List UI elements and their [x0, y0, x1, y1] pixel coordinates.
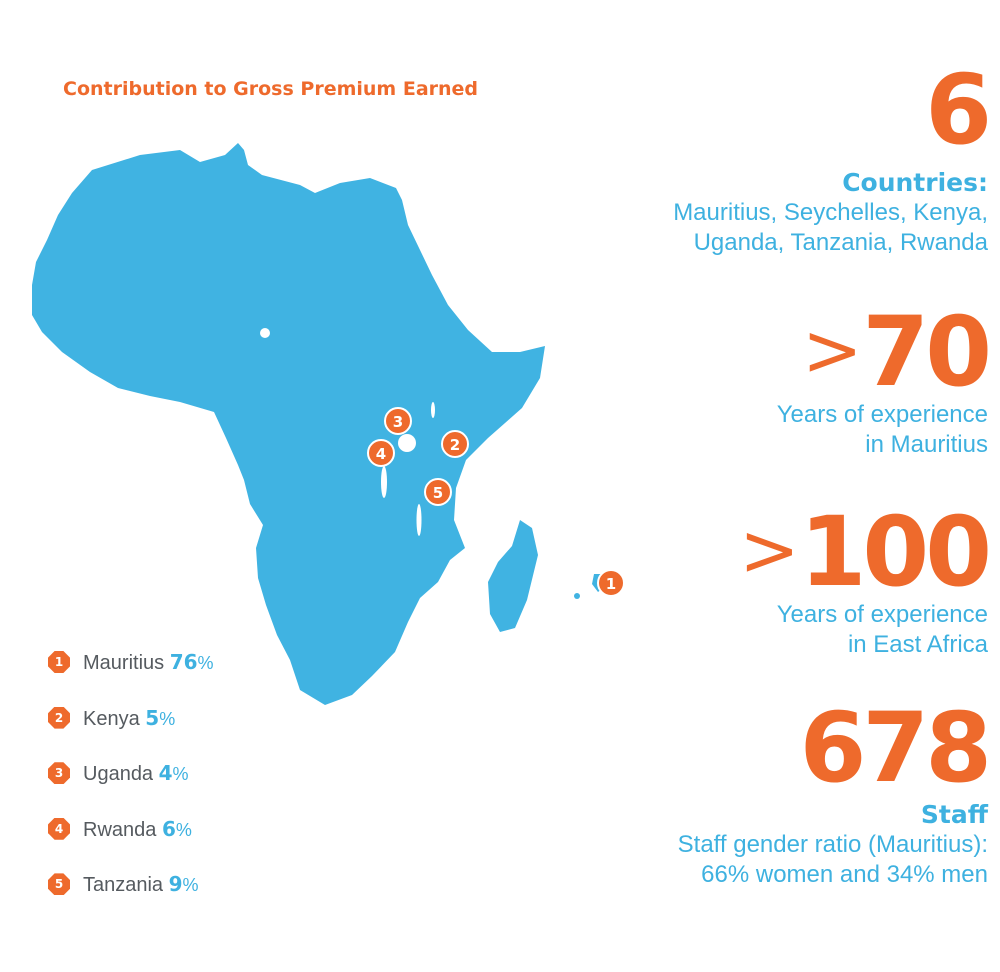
mauritius-years-number: 70 — [862, 296, 992, 408]
map-markers: 1 2 34 5 — [367, 407, 625, 597]
legend-text: Kenya 5% — [83, 704, 175, 733]
legend-value: 9 — [168, 872, 183, 897]
east-africa-experience-line2: in East Africa — [847, 631, 988, 658]
map-marker-circle — [597, 569, 625, 597]
madagascar — [488, 520, 538, 632]
legend-value: 76 — [169, 650, 198, 674]
east-africa-experience-line1: Years of experience — [776, 601, 988, 628]
mauritius-experience-line2: in Mauritius — [865, 431, 988, 458]
map-marker-tanzania: 5 — [424, 478, 452, 506]
legend: 1 Mauritius 76% 2 Kenya 5% 3 Uganda 4% 4 Rwanda… — [48, 648, 308, 926]
map-marker-number: 5 — [433, 484, 443, 502]
map-marker-rwanda: 4 — [367, 439, 395, 467]
map-marker-circle — [441, 430, 469, 458]
legend-country: Kenya — [83, 707, 146, 730]
stat-countries: 6 Countries: Mauritius, Seychelles, Keny… — [568, 54, 992, 258]
stat-staff: 678 Staff Staff gender ratio (Mauritius)… — [568, 692, 992, 890]
map-marker-number: 1 — [606, 575, 616, 593]
legend-percent-sign: % — [172, 764, 189, 785]
east-africa-years-number: 100 — [799, 496, 992, 608]
lake-turkana — [431, 402, 435, 418]
map-marker-circle — [424, 478, 452, 506]
legend-badge: 4 — [48, 817, 70, 840]
legend-item-rwanda: 4 Rwanda 6% — [48, 815, 308, 871]
legend-text: Mauritius 76% — [83, 648, 214, 677]
east-africa-years: >100 — [568, 502, 992, 600]
legend-country: Mauritius — [83, 652, 170, 674]
legend-value: 4 — [158, 761, 173, 786]
lake-chad — [260, 328, 270, 338]
mauritius-experience-line1: Years of experience — [776, 401, 988, 428]
legend-badge: 5 — [48, 873, 70, 896]
legend-country: Rwanda — [83, 818, 162, 841]
legend-country: Tanzania — [83, 874, 169, 897]
lakes — [260, 328, 435, 536]
greater-than-symbol: > — [802, 308, 863, 392]
legend-item-kenya: 2 Kenya 5% — [48, 704, 308, 760]
legend-badge: 2 — [48, 706, 70, 729]
legend-percent-sign: % — [197, 653, 214, 673]
countries-list-line1: Mauritius, Seychelles, Kenya, — [673, 199, 988, 226]
map-marker-circle — [384, 407, 412, 435]
legend-badge: 1 — [48, 651, 70, 673]
reunion-island — [574, 593, 580, 599]
map-title: Contribution to Gross Premium Earned — [63, 78, 479, 100]
map-marker-kenya: 2 — [441, 430, 469, 458]
countries-count: 6 — [925, 54, 992, 166]
staff-label: Staff — [920, 800, 988, 829]
lake-victoria — [398, 434, 416, 452]
legend-percent-sign: % — [159, 708, 176, 729]
staff-count: 678 — [799, 692, 992, 804]
legend-percent-sign: % — [175, 819, 192, 840]
stat-east-africa-experience: >100 Years of experience in East Africa — [568, 502, 992, 660]
africa-continent — [32, 143, 545, 705]
countries-list-line2: Uganda, Tanzania, Rwanda — [693, 229, 988, 256]
legend-value: 5 — [145, 705, 160, 730]
legend-item-uganda: 3 Uganda 4% — [48, 759, 308, 815]
legend-value: 6 — [161, 816, 176, 841]
legend-badge: 3 — [48, 762, 70, 785]
africa-landmass — [32, 143, 606, 705]
map-marker-circle — [367, 439, 395, 467]
map-marker-mauritius: 1 — [597, 569, 625, 597]
staff-ratio-line2: 66% women and 34% men — [701, 861, 988, 888]
legend-percent-sign: % — [182, 875, 199, 896]
legend-text: Tanzania 9% — [83, 870, 199, 899]
map-marker-number: 3 — [393, 413, 403, 431]
mauritius-years: >70 — [568, 302, 992, 400]
lake-tanganyika — [381, 466, 387, 498]
map-marker-uganda: 3 — [384, 407, 412, 435]
staff-ratio-line1: Staff gender ratio (Mauritius): — [677, 831, 988, 858]
greater-than-symbol: > — [739, 508, 800, 592]
legend-text: Uganda 4% — [83, 759, 189, 788]
legend-country: Uganda — [83, 763, 159, 786]
stat-mauritius-experience: >70 Years of experience in Mauritius — [568, 302, 992, 460]
legend-text: Rwanda 6% — [83, 815, 192, 844]
legend-item-mauritius: 1 Mauritius 76% — [48, 648, 308, 704]
legend-item-tanzania: 5 Tanzania 9% — [48, 870, 308, 926]
countries-label: Countries: — [842, 168, 988, 197]
lake-malawi — [416, 504, 422, 536]
map-marker-number: 2 — [450, 436, 460, 454]
map-marker-number: 4 — [376, 445, 386, 463]
